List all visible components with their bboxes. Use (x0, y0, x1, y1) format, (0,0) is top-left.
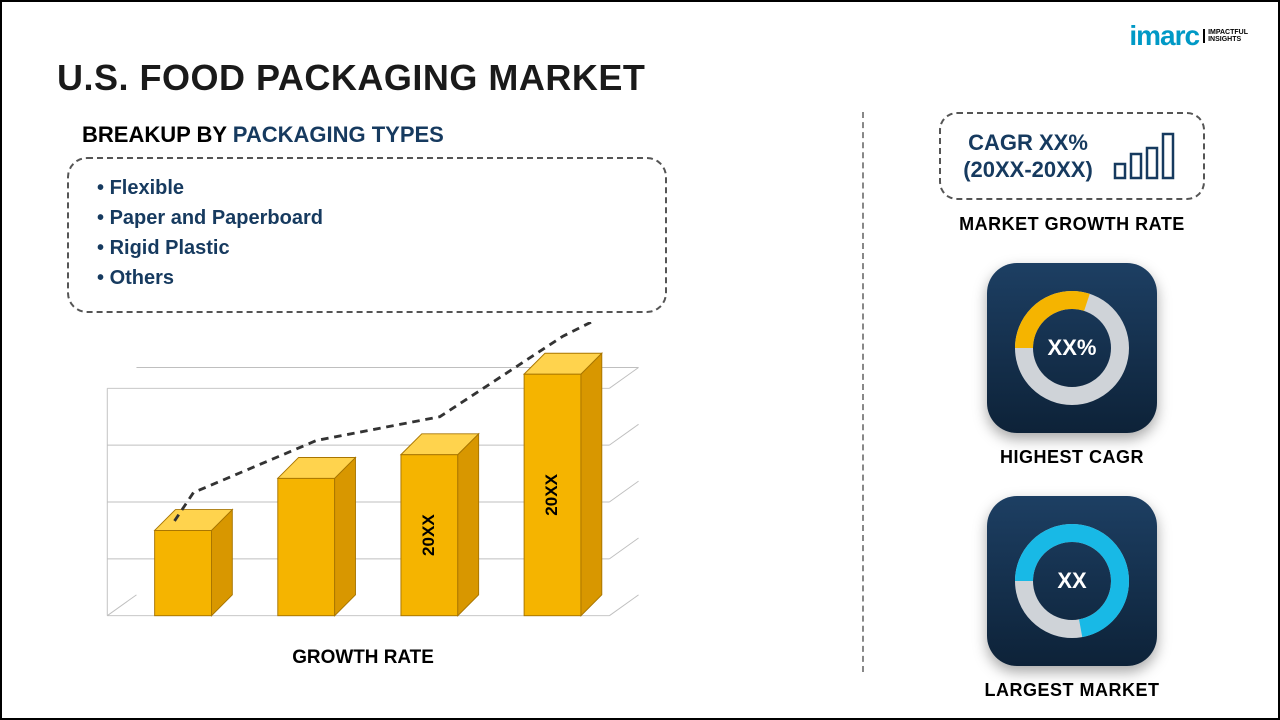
vertical-divider (862, 112, 864, 672)
market-growth-rate-label: MARKET GROWTH RATE (959, 214, 1185, 235)
packaging-type-item: Others (97, 263, 637, 293)
logo-tagline: IMPACTFULINSIGHTS (1203, 29, 1248, 43)
svg-text:20XX: 20XX (542, 473, 561, 515)
largest-market-label: LARGEST MARKET (985, 680, 1160, 701)
subtitle-prefix: BREAKUP BY (82, 122, 233, 147)
logo-text: imarc (1129, 20, 1199, 52)
cagr-summary-box: CAGR XX% (20XX-20XX) (939, 112, 1205, 200)
page-title: U.S. FOOD PACKAGING MARKET (57, 57, 645, 99)
packaging-type-item: Paper and Paperboard (97, 203, 637, 233)
subtitle-highlight: PACKAGING TYPES (233, 122, 444, 147)
largest-market-value: XX (1057, 568, 1086, 594)
breakup-subtitle: BREAKUP BY PACKAGING TYPES (82, 122, 444, 148)
brand-logo: imarc IMPACTFULINSIGHTS (1129, 20, 1248, 52)
svg-text:GROWTH RATE: GROWTH RATE (292, 647, 434, 668)
cagr-summary-text: CAGR XX% (20XX-20XX) (963, 129, 1093, 184)
highest-cagr-card: XX% (987, 263, 1157, 433)
svg-text:20XX: 20XX (419, 514, 438, 556)
packaging-types-box: FlexiblePaper and PaperboardRigid Plasti… (67, 157, 667, 313)
bars-icon (1111, 128, 1181, 184)
growth-bar-chart: 20XX20XXCAGR XX%GROWTH RATE (62, 322, 702, 682)
largest-market-card: XX (987, 496, 1157, 666)
packaging-types-list: FlexiblePaper and PaperboardRigid Plasti… (97, 173, 637, 293)
highest-cagr-value: XX% (1048, 335, 1097, 361)
packaging-type-item: Rigid Plastic (97, 233, 637, 263)
right-column: CAGR XX% (20XX-20XX) MARKET GROWTH RATE … (902, 112, 1242, 701)
highest-cagr-label: HIGHEST CAGR (1000, 447, 1144, 468)
packaging-type-item: Flexible (97, 173, 637, 203)
